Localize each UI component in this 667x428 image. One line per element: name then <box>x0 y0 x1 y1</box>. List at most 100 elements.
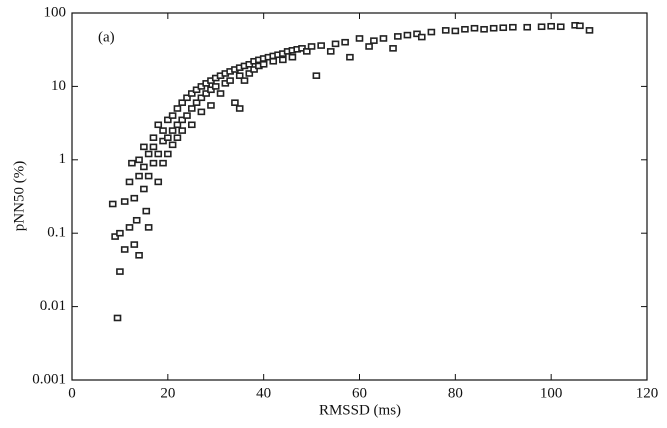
point <box>523 23 532 31</box>
point <box>140 143 148 151</box>
point <box>240 77 249 84</box>
x-tick-label: 40 <box>256 385 271 401</box>
point <box>509 23 517 31</box>
point <box>365 43 373 50</box>
point <box>288 53 297 61</box>
point <box>207 86 215 94</box>
point <box>480 25 488 33</box>
annotation: (a) <box>98 29 115 45</box>
point <box>159 127 167 134</box>
point <box>389 45 397 52</box>
point <box>211 83 220 90</box>
point <box>556 23 565 31</box>
point <box>120 198 129 205</box>
x-tick-label: 20 <box>160 385 175 401</box>
point <box>116 229 124 237</box>
point <box>164 116 172 124</box>
point <box>197 108 206 116</box>
point <box>130 241 139 248</box>
point <box>142 207 151 215</box>
point <box>135 156 143 164</box>
point <box>307 43 316 50</box>
point <box>144 150 153 158</box>
point <box>250 66 258 73</box>
y-tick-label: 10 <box>51 78 66 94</box>
point <box>187 121 196 129</box>
point <box>451 27 460 35</box>
point <box>341 38 349 46</box>
point <box>403 31 412 39</box>
point <box>128 159 136 167</box>
point <box>168 112 177 119</box>
point <box>154 121 163 129</box>
point <box>168 141 177 149</box>
point <box>279 56 287 64</box>
y-axis-label: pNN50 (%) <box>11 161 27 231</box>
point <box>202 90 210 97</box>
point <box>140 185 148 193</box>
point <box>130 194 139 202</box>
point <box>168 127 177 134</box>
y-tick-label: 0.001 <box>32 371 66 387</box>
point <box>173 134 182 142</box>
point <box>120 246 129 253</box>
point <box>135 172 143 180</box>
point <box>144 224 153 231</box>
point <box>331 40 340 48</box>
point <box>135 251 143 259</box>
point <box>108 200 117 208</box>
point <box>159 137 167 145</box>
point <box>470 24 479 32</box>
point <box>302 48 311 55</box>
point <box>441 27 450 34</box>
x-tick-label: 120 <box>636 385 659 401</box>
point <box>183 94 191 102</box>
point <box>235 105 244 112</box>
point <box>164 134 172 142</box>
plot-frame <box>71 12 648 381</box>
point <box>259 61 268 68</box>
point <box>417 33 426 41</box>
point <box>178 127 187 134</box>
point <box>192 86 201 94</box>
point <box>394 33 402 40</box>
point <box>326 48 335 55</box>
point <box>164 150 172 158</box>
point <box>125 178 134 186</box>
x-tick-label: 60 <box>352 385 367 401</box>
point <box>231 99 239 106</box>
point <box>125 224 134 231</box>
point <box>235 72 244 79</box>
point <box>427 28 436 36</box>
y-tick-label: 100 <box>44 4 67 20</box>
point <box>576 22 584 30</box>
y-tick-label: 1 <box>59 151 67 167</box>
point <box>154 178 163 186</box>
point <box>149 134 158 142</box>
y-tick-label: 0.1 <box>47 225 66 241</box>
point <box>144 172 153 180</box>
point <box>216 90 225 97</box>
point <box>355 35 364 42</box>
point <box>499 24 508 32</box>
point <box>269 57 278 65</box>
point <box>173 105 182 112</box>
point <box>245 70 254 77</box>
point <box>173 121 182 129</box>
point <box>192 99 201 106</box>
point <box>537 23 546 31</box>
point <box>149 143 158 151</box>
y-tick-label: 0.01 <box>40 298 66 314</box>
point <box>207 102 215 109</box>
point <box>183 112 191 119</box>
x-tick-label: 100 <box>540 385 563 401</box>
point <box>585 27 594 34</box>
point <box>187 90 196 97</box>
point <box>379 35 388 42</box>
point <box>140 163 148 171</box>
point <box>489 24 498 32</box>
point <box>154 150 163 158</box>
x-axis-label: RMSSD (ms) <box>319 402 401 418</box>
point <box>547 22 555 30</box>
